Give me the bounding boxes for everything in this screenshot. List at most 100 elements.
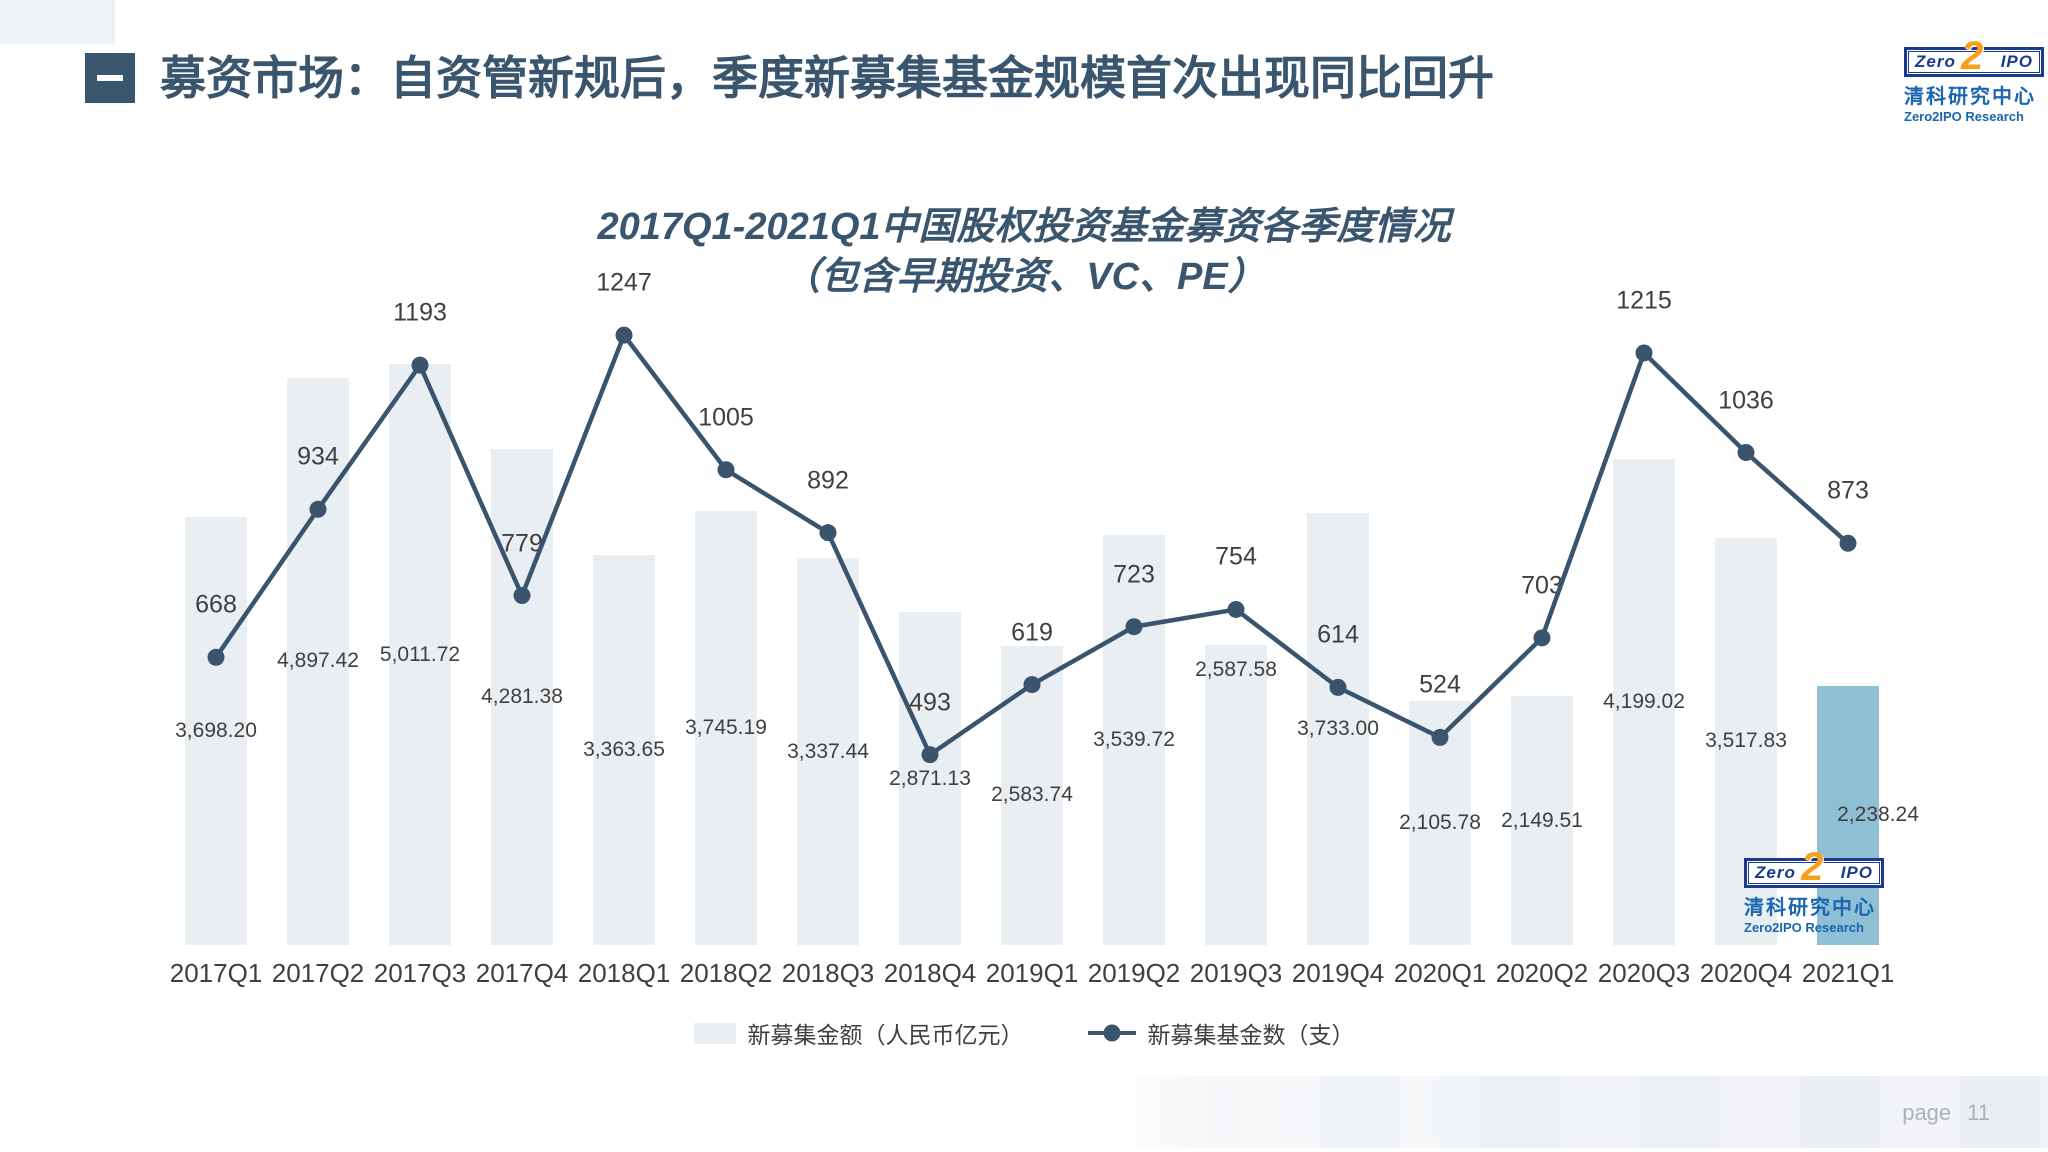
bar-2018Q3: [797, 558, 859, 945]
line-marker: [1635, 344, 1653, 362]
zero2ipo-logo-box: Zero 2 IPO: [1904, 36, 2044, 77]
line-value-label: 1247: [596, 268, 652, 297]
line-series-swatch: [1087, 1031, 1136, 1035]
bar-2017Q4: [491, 449, 553, 945]
bar-value-label: 2,583.74: [991, 783, 1073, 807]
line-marker: [1329, 678, 1347, 696]
bar-2018Q4: [899, 612, 961, 945]
bar-2019Q4: [1307, 512, 1369, 945]
line-value-label: 614: [1317, 620, 1359, 649]
logo-en-text: Zero2IPO Research: [1744, 920, 1864, 935]
logo-digit-2: 2: [1801, 845, 1824, 889]
logo-cn-text: 清科研究中心: [1744, 897, 1876, 919]
line-value-label: 1193: [393, 298, 447, 327]
chart-legend: 新募集金额（人民币亿元） 新募集基金数（支）: [0, 1016, 2048, 1050]
chart-title: 2017Q1-2021Q1中国股权投资基金募资各季度情况: [597, 206, 1451, 248]
x-axis-label-2017Q2: 2017Q2: [271, 958, 365, 988]
line-value-label: 723: [1113, 560, 1155, 589]
line-value-label: 668: [195, 590, 237, 619]
line-marker: [1431, 728, 1449, 746]
bar-value-label: 2,105.78: [1399, 811, 1481, 835]
menu-icon: [85, 53, 135, 103]
line-value-label: 493: [909, 688, 951, 717]
bar-series-swatch: [693, 1022, 736, 1044]
line-marker: [513, 587, 531, 605]
page-title: 募资市场：自资管新规后，季度新募集基金规模首次出现同比回升: [160, 52, 1494, 104]
x-axis-label-2018Q1: 2018Q1: [577, 958, 671, 988]
x-axis-label-2020Q2: 2020Q2: [1495, 958, 1589, 988]
x-axis-label-2020Q1: 2020Q1: [1393, 958, 1487, 988]
logo-digit-2: 2: [1961, 34, 1984, 78]
bar-2020Q3: [1613, 458, 1675, 945]
line-marker: [819, 524, 837, 542]
x-axis-label-2019Q2: 2019Q2: [1087, 958, 1181, 988]
line-value-label: 873: [1827, 476, 1869, 505]
line-value-label: 892: [807, 466, 849, 495]
line-marker: [1737, 444, 1755, 462]
bar-2017Q3: [389, 364, 451, 945]
line-marker: [1533, 629, 1551, 647]
bar-value-label: 3,337.44: [787, 739, 869, 763]
bar-value-label: 3,363.65: [583, 738, 665, 762]
line-value-label: 1036: [1718, 386, 1774, 415]
line-value-label: 1215: [1616, 286, 1672, 315]
x-axis-label-2018Q4: 2018Q4: [883, 958, 977, 988]
bar-value-label: 5,011.72: [379, 642, 461, 666]
bar-value-label: 3,517.83: [1705, 729, 1787, 753]
line-marker: [1125, 618, 1143, 636]
x-axis-label-2017Q1: 2017Q1: [169, 958, 263, 988]
bar-2021Q1: [1817, 685, 1879, 945]
bar-value-label: 2,238.24: [1837, 803, 1919, 827]
bar-2019Q2: [1103, 534, 1165, 945]
bar-2018Q2: [695, 511, 757, 945]
zero2ipo-logo-box: Zero 2 IPO: [1744, 847, 1884, 888]
line-value-label: 619: [1011, 618, 1053, 647]
line-value-label: 779: [501, 529, 543, 558]
bar-value-label: 4,199.02: [1603, 689, 1685, 713]
x-axis-label-2020Q3: 2020Q3: [1597, 958, 1691, 988]
line-marker: [615, 326, 633, 344]
line-value-label: 754: [1215, 542, 1257, 571]
line-marker: [1839, 534, 1857, 552]
line-value-label: 1005: [698, 403, 754, 432]
bar-2019Q3: [1205, 645, 1267, 945]
x-axis-label-2020Q4: 2020Q4: [1699, 958, 1793, 988]
line-value-label: 524: [1419, 670, 1461, 699]
logo-en-text: Zero2IPO Research: [1904, 109, 2024, 124]
bar-value-label: 3,745.19: [685, 716, 767, 740]
zero2ipo-watermark-logo: Zero 2 IPO 清科研究中心 Zero2IPO Research: [1744, 847, 1884, 935]
x-axis-label-2019Q4: 2019Q4: [1291, 958, 1385, 988]
x-axis-label-2017Q4: 2017Q4: [475, 958, 569, 988]
page-number: page 11: [1902, 1100, 1990, 1125]
bar-value-label: 4,897.42: [277, 649, 359, 673]
bar-2020Q2: [1511, 696, 1573, 945]
bar-value-label: 2,587.58: [1195, 658, 1277, 682]
line-marker: [1023, 676, 1041, 694]
bar-2019Q1: [1001, 645, 1063, 945]
bar-value-label: 4,281.38: [481, 685, 563, 709]
bar-value-label: 2,871.13: [889, 766, 971, 790]
line-marker: [717, 461, 735, 479]
bar-2018Q1: [593, 555, 655, 945]
x-axis-label-2019Q1: 2019Q1: [985, 958, 1079, 988]
line-marker: [207, 648, 225, 666]
logo-cn-text: 清科研究中心: [1904, 86, 2036, 108]
x-axis-label-2018Q3: 2018Q3: [781, 958, 875, 988]
bar-value-label: 3,539.72: [1093, 727, 1175, 751]
line-value-label: 934: [297, 442, 339, 471]
line-marker: [411, 356, 429, 374]
bar-value-label: 2,149.51: [1501, 808, 1583, 832]
corner-decoration: [0, 0, 115, 44]
line-marker: [309, 500, 327, 518]
x-axis-label-2021Q1: 2021Q1: [1801, 958, 1895, 988]
line-marker: [921, 746, 939, 764]
x-axis-label-2017Q3: 2017Q3: [373, 958, 467, 988]
chart-subtitle: （包含早期投资、VC、PE）: [782, 256, 1266, 298]
line-marker: [1227, 600, 1245, 618]
bar-value-label: 3,698.20: [175, 718, 257, 742]
bar-value-label: 3,733.00: [1297, 716, 1379, 740]
bar-2017Q2: [287, 377, 349, 945]
